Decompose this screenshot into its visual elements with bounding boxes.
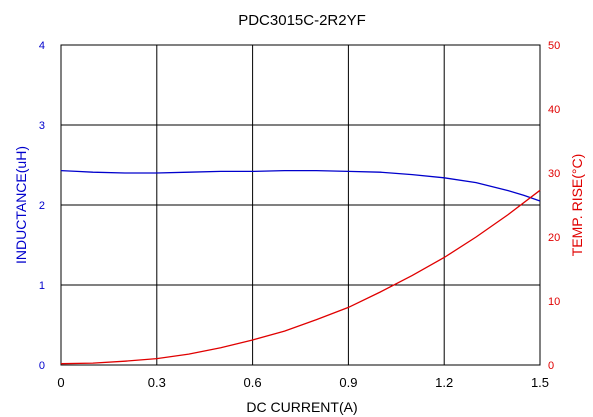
y-axis-left-label: INDUCTANCE(uH) — [13, 146, 29, 264]
y-right-tick-label: 30 — [548, 168, 560, 180]
y-left-tick-label: 3 — [39, 120, 45, 132]
y-left-tick-label: 2 — [39, 200, 45, 212]
y-right-tick-label: 0 — [548, 360, 554, 372]
y-axis-right-label: TEMP. RISE(°C) — [569, 154, 585, 257]
y-left-tick-label: 1 — [39, 280, 45, 292]
y-left-tick-label: 0 — [39, 360, 45, 372]
grid — [61, 45, 540, 365]
series-line-inductance — [60, 169, 541, 202]
x-tick-label: 0 — [57, 375, 64, 390]
x-tick-label: 1.2 — [435, 375, 453, 390]
y-left-tick-label: 4 — [39, 40, 45, 52]
series-line-temp-rise — [60, 189, 541, 365]
y-right-tick-label: 20 — [548, 232, 560, 244]
x-tick-label: 0.3 — [148, 375, 166, 390]
x-tick-label: 0.6 — [244, 375, 262, 390]
x-axis-label: DC CURRENT(A) — [246, 399, 357, 415]
y-right-tick-label: 50 — [548, 40, 560, 52]
plot-frame — [60, 44, 541, 366]
y-right-tick-label: 40 — [548, 104, 560, 116]
series-group — [60, 169, 541, 365]
x-tick-label: 1.5 — [531, 375, 549, 390]
y-right-tick-label: 10 — [548, 296, 560, 308]
x-tick-label: 0.9 — [339, 375, 357, 390]
chart-title: PDC3015C-2R2YF — [238, 12, 366, 29]
